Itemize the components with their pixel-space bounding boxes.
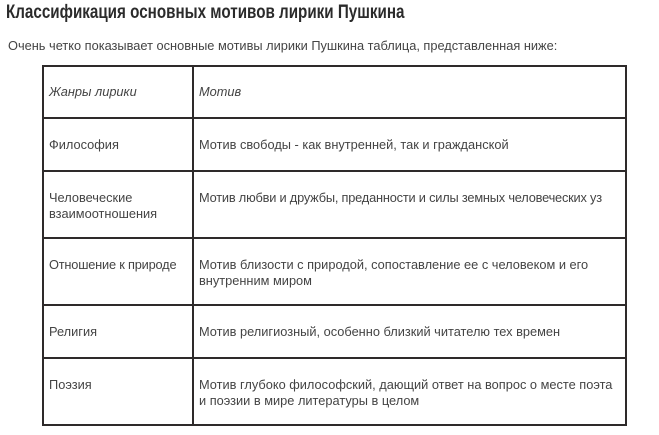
genre-cell: Отношение к природе	[49, 257, 177, 272]
motif-cell: Мотив любви и дружбы, преданности и силы…	[199, 190, 602, 205]
intro-text: Очень четко показывает основные мотивы л…	[8, 38, 558, 53]
motif-cell: Мотив свободы - как внутренней, так и гр…	[199, 137, 509, 152]
table-row: Поэзия Мотив глубоко философский, дающий…	[42, 357, 627, 426]
table-header-row: Жанры лирики Мотив	[42, 65, 627, 119]
table-row: Отношение к природе Мотив близости с при…	[42, 237, 627, 306]
genre-cell: Религия	[49, 324, 98, 339]
motif-cell: Мотив глубоко философский, дающий ответ …	[199, 377, 613, 408]
page-title: Классификация основных мотивов лирики Пу…	[6, 2, 405, 23]
motif-cell: Мотив религиозный, особенно близкий чита…	[199, 324, 561, 339]
lyrics-motifs-table: Жанры лирики Мотив Философия Мотив свобо…	[42, 65, 627, 426]
genre-cell: Философия	[49, 137, 119, 152]
table-row: Религия Мотив религиозный, особенно близ…	[42, 304, 627, 359]
genre-cell: Поэзия	[49, 377, 92, 392]
header-motif: Мотив	[192, 65, 627, 119]
table-row: Человеческие взаимоотношения Мотив любви…	[42, 170, 627, 239]
header-genre: Жанры лирики	[42, 65, 194, 119]
motif-cell: Мотив близости с природой, сопоставление…	[199, 257, 589, 288]
genre-cell: Человеческие взаимоотношения	[49, 190, 158, 221]
table-row: Философия Мотив свободы - как внутренней…	[42, 117, 627, 172]
